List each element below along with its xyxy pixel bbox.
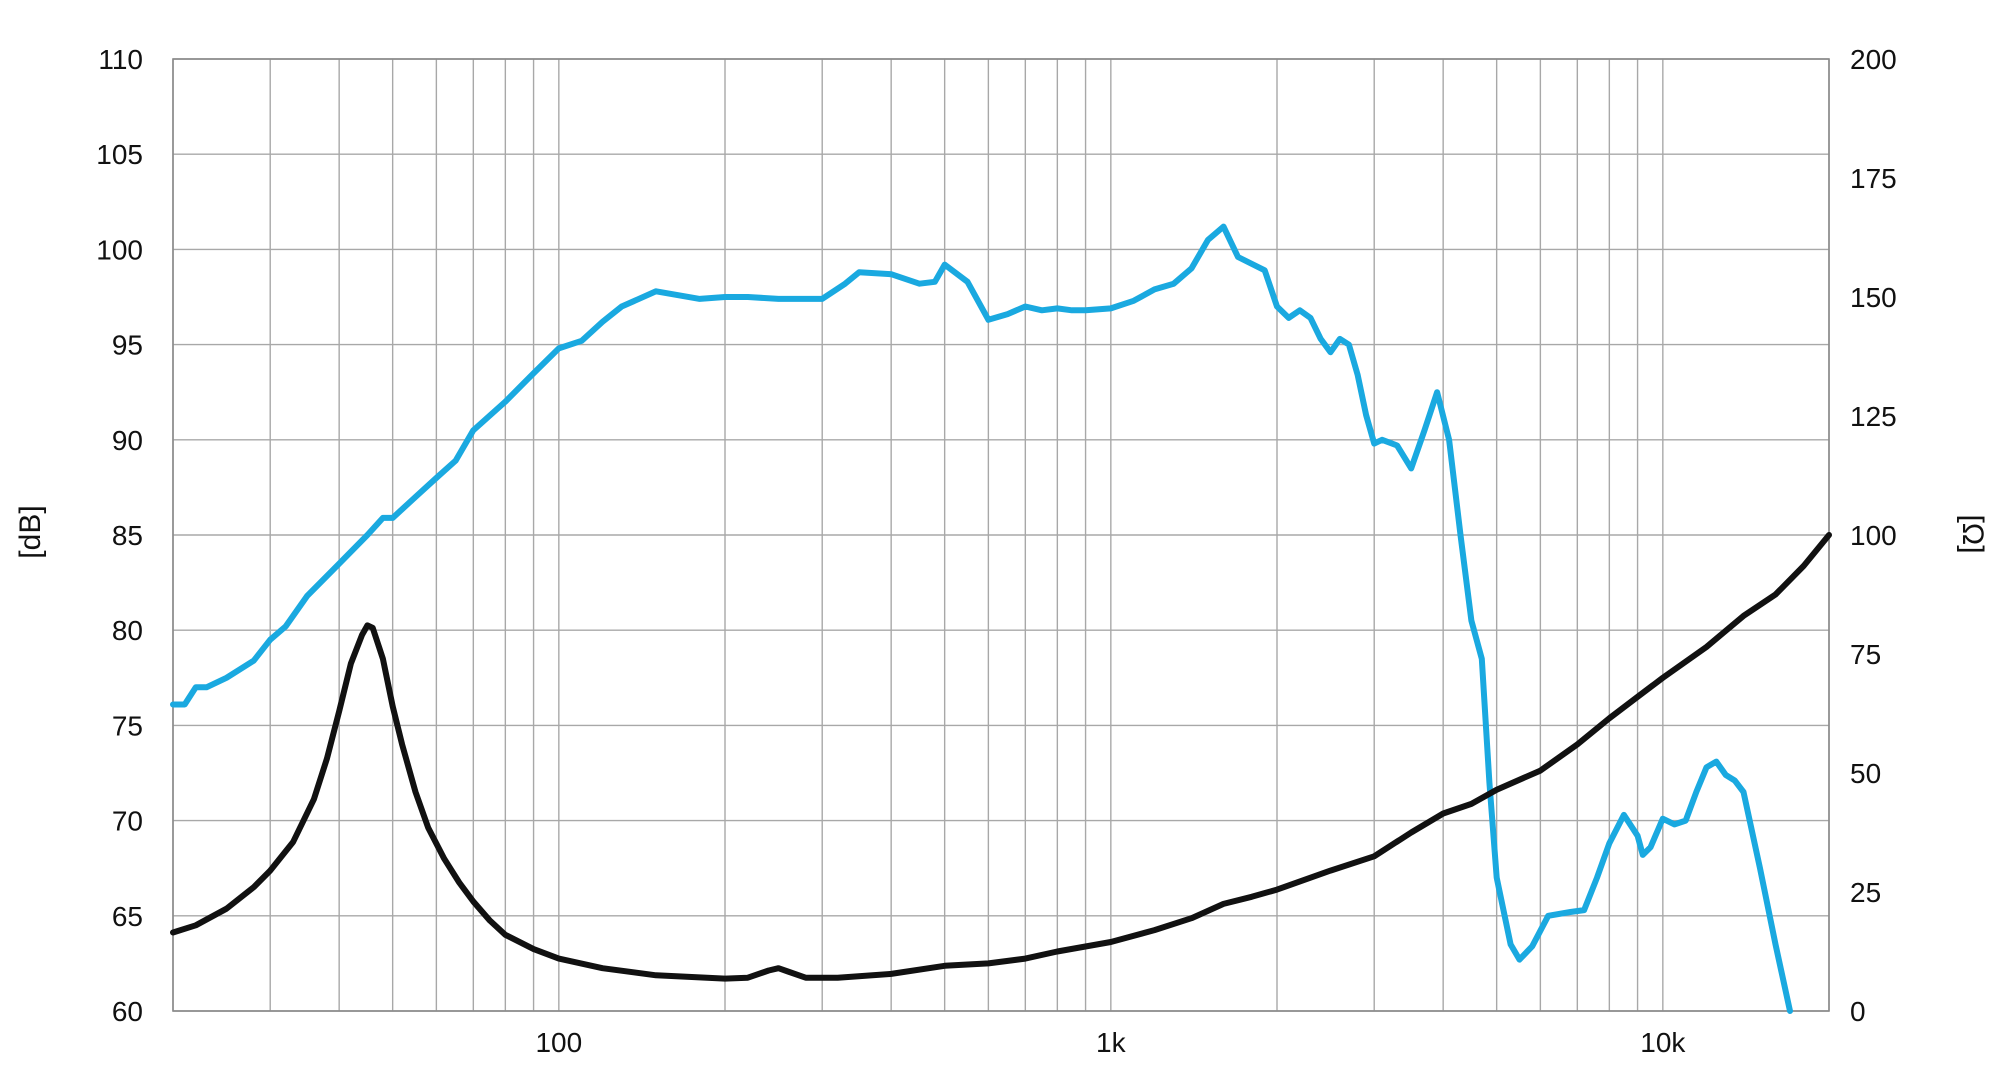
y-left-tick-label: 80 <box>112 615 143 646</box>
y-left-tick-label: 95 <box>112 330 143 361</box>
y-left-tick-label: 60 <box>112 996 143 1027</box>
spl-series-line <box>170 223 1793 1014</box>
y-left-tick-label: 90 <box>112 425 143 456</box>
y-right-tick-label: 150 <box>1850 282 1897 313</box>
y-left-tick-label: 110 <box>98 44 143 75</box>
right-axis-title: [Ω] <box>1956 514 1989 553</box>
y-right-tick-label: 125 <box>1850 401 1897 432</box>
y-right-tick-label: 100 <box>1850 520 1897 551</box>
grid <box>172 58 1830 1012</box>
tick-labels: 60 65 70 75 80 85 90 95 100 105 110 0 25 50 75 100 125 15… <box>96 44 1896 1058</box>
y-right-tick-label: 50 <box>1850 758 1881 789</box>
y-right-tick-label: 75 <box>1850 639 1881 670</box>
y-right-tick-label: 25 <box>1850 877 1881 908</box>
y-left-tick-label: 85 <box>112 520 143 551</box>
x-tick-label: 1k <box>1096 1027 1127 1058</box>
left-axis-title: [dB] <box>14 505 47 558</box>
y-left-tick-label: 70 <box>112 806 143 837</box>
impedance-series-line <box>170 532 1832 982</box>
y-left-tick-label: 105 <box>96 139 143 170</box>
x-tick-label: 10k <box>1640 1027 1686 1058</box>
y-right-tick-label: 0 <box>1850 996 1866 1027</box>
series-layer <box>170 223 1832 1014</box>
y-left-tick-label: 75 <box>112 710 143 741</box>
y-right-tick-label: 175 <box>1850 163 1897 194</box>
x-tick-label: 100 <box>535 1027 582 1058</box>
y-left-tick-label: 65 <box>112 901 143 932</box>
y-right-tick-label: 200 <box>1850 44 1897 75</box>
y-left-tick-label: 100 <box>96 234 143 265</box>
